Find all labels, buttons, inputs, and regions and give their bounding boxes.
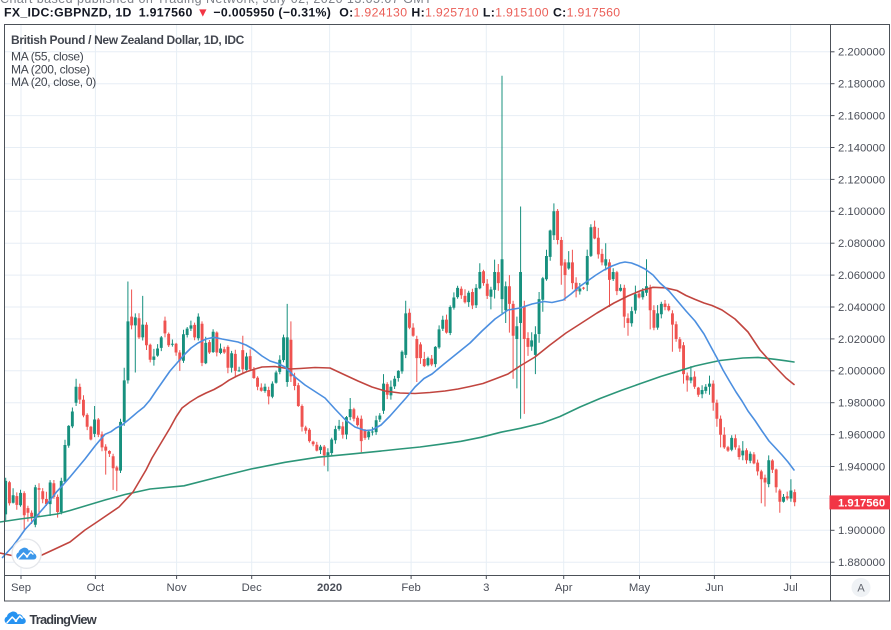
svg-text:Nov: Nov [167, 582, 187, 594]
svg-text:3: 3 [483, 582, 489, 594]
svg-text:2.100000: 2.100000 [838, 206, 885, 218]
svg-text:2020: 2020 [317, 582, 342, 594]
svg-text:1.900000: 1.900000 [838, 525, 885, 537]
svg-text:2.080000: 2.080000 [838, 238, 885, 250]
svg-text:Feb: Feb [401, 582, 420, 594]
svg-text:A: A [857, 583, 865, 595]
svg-text:2.040000: 2.040000 [838, 302, 885, 314]
svg-text:Chart based published on Tradi: Chart based published on Trading Network… [0, 0, 432, 6]
svg-text:2.180000: 2.180000 [838, 79, 885, 91]
svg-text:Sep: Sep [11, 582, 31, 594]
svg-text:MA (200, close): MA (200, close) [11, 62, 90, 76]
svg-text:MA (20, close, 0): MA (20, close, 0) [11, 75, 96, 89]
svg-text:1.917560: 1.917560 [838, 497, 885, 509]
svg-text:Dec: Dec [242, 582, 262, 594]
svg-text:FX_IDC:GBPNZD, 1D1.917560▼−0.0: FX_IDC:GBPNZD, 1D 1.917560 ▼ −0.005950 (−0.… [4, 6, 620, 20]
svg-text:2.120000: 2.120000 [838, 174, 885, 186]
svg-text:Jun: Jun [705, 582, 723, 594]
svg-text:British Pound / New Zealand Do: British Pound / New Zealand Dollar, 1D, … [11, 33, 245, 47]
svg-text:2.000000: 2.000000 [838, 366, 885, 378]
svg-text:1.880000: 1.880000 [838, 557, 885, 569]
svg-text:TradingView: TradingView [30, 612, 97, 627]
svg-text:Apr: Apr [555, 582, 573, 594]
svg-text:2.020000: 2.020000 [838, 334, 885, 346]
svg-text:2.060000: 2.060000 [838, 270, 885, 282]
svg-text:2.160000: 2.160000 [838, 111, 885, 123]
svg-text:1.960000: 1.960000 [838, 430, 885, 442]
svg-text:1.940000: 1.940000 [838, 461, 885, 473]
svg-text:1.980000: 1.980000 [838, 398, 885, 410]
svg-text:Oct: Oct [87, 582, 105, 594]
svg-text:2.200000: 2.200000 [838, 47, 885, 59]
svg-text:2.140000: 2.140000 [838, 142, 885, 154]
svg-text:Jul: Jul [783, 582, 797, 594]
svg-text:May: May [629, 582, 651, 594]
svg-text:MA (55, close): MA (55, close) [11, 50, 84, 64]
